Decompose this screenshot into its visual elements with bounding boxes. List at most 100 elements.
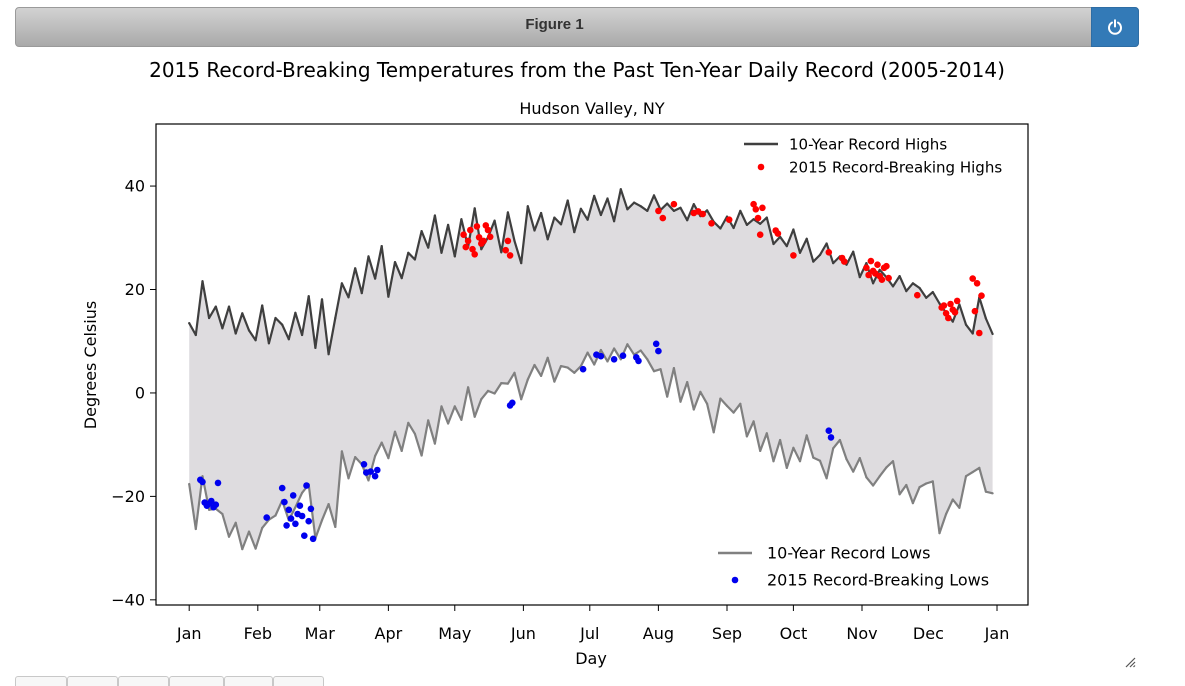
series-1-vertex: [845, 458, 848, 461]
figure-title: Figure 1: [525, 16, 584, 33]
series-1-vertex: [725, 404, 729, 407]
close-figure-button[interactable]: [1091, 7, 1139, 47]
series-1-vertex: [639, 349, 642, 352]
series-0-vertex: [752, 218, 755, 221]
series-1-vertex: [347, 477, 350, 480]
series-0-vertex: [964, 323, 968, 326]
series-0-vertex: [626, 208, 629, 211]
axes: −40 −20 0 20 40 Jan Feb Mar Apr May Jun Jul Aug Sep Oc…: [111, 123, 1029, 643]
series-0-vertex: [374, 277, 377, 280]
series-0-vertex: [393, 261, 397, 264]
series-1-vertex: [413, 432, 416, 435]
x-tick-label: Jun: [510, 624, 536, 643]
series-2-point: [940, 302, 948, 309]
toolbar-button-zoom[interactable]: [224, 676, 273, 686]
series-1-vertex: [798, 460, 802, 463]
series-0-vertex: [765, 216, 768, 219]
series-0-vertex: [301, 333, 304, 337]
series-0-vertex: [314, 346, 317, 349]
series-0-vertex: [805, 237, 808, 240]
figure-header: Figure 1: [15, 7, 1139, 47]
series-3-point: [371, 472, 379, 480]
toolbar-button-pan[interactable]: [169, 676, 224, 686]
series-2-point: [467, 226, 474, 234]
series-0-vertex: [427, 246, 430, 249]
series-2-point: [460, 231, 467, 238]
series-2-point: [756, 231, 764, 238]
series-3-point: [212, 501, 220, 509]
series-1-vertex: [832, 447, 835, 450]
series-1-vertex: [891, 460, 895, 463]
series-1-vertex: [838, 438, 842, 442]
x-tick-label: Feb: [244, 624, 272, 643]
series-0-vertex: [858, 276, 861, 279]
series-0-vertex: [586, 218, 589, 221]
series-0-vertex: [905, 290, 908, 293]
series-0-vertex: [380, 245, 383, 248]
x-tick-label: Mar: [305, 624, 336, 643]
series-0-vertex: [194, 333, 197, 337]
series-2-point: [754, 214, 762, 222]
series-0-vertex: [852, 250, 855, 253]
series-0-vertex: [898, 275, 901, 278]
series-1-vertex: [652, 370, 656, 373]
x-tick-label: Jan: [176, 624, 202, 643]
series-0-vertex: [387, 295, 390, 298]
series-0-vertex: [925, 296, 928, 299]
series-0-vertex: [214, 305, 217, 308]
series-1-vertex: [188, 482, 191, 486]
series-2-point: [506, 252, 514, 259]
y-tick-label: 40: [125, 177, 145, 196]
x-tick-label: Aug: [643, 624, 674, 643]
series-0-vertex: [506, 211, 509, 214]
series-0-vertex: [891, 285, 895, 288]
toolbar-button-back[interactable]: [67, 676, 118, 686]
chart-title: 2015 Record-Breaking Temperatures from t…: [149, 58, 1005, 82]
series-1-vertex: [573, 371, 576, 374]
toolbar-button-home[interactable]: [15, 676, 67, 686]
series-0-vertex: [719, 227, 722, 230]
series-0-vertex: [785, 245, 788, 248]
series-1-vertex: [945, 512, 948, 516]
toolbar-button-forward[interactable]: [118, 676, 169, 686]
series-0-vertex: [599, 213, 603, 217]
series-0-vertex: [493, 219, 496, 222]
series-0-vertex: [453, 255, 456, 258]
series-2-point: [945, 314, 952, 322]
series-2-point: [867, 257, 875, 265]
series-2-point: [464, 237, 472, 245]
series-2-point: [699, 210, 706, 218]
series-0-vertex: [984, 317, 988, 320]
series-1-vertex: [686, 381, 689, 384]
series-0-vertex: [340, 282, 343, 285]
series-0-vertex: [872, 282, 875, 285]
resize-grip-icon[interactable]: [1124, 656, 1136, 668]
series-3-point: [827, 434, 835, 441]
series-2-point: [486, 233, 494, 241]
series-0-vertex: [261, 304, 264, 307]
x-tick-label: Apr: [375, 624, 403, 643]
series-2-point: [790, 252, 797, 259]
series-1-vertex: [619, 358, 622, 361]
series-1-vertex: [593, 363, 596, 366]
series-0-vertex: [745, 223, 749, 226]
series-3-point: [199, 478, 206, 486]
toolbar-button-save[interactable]: [273, 676, 324, 686]
series-2-point: [502, 246, 510, 254]
series-1-vertex: [447, 422, 450, 425]
series-0-vertex: [971, 332, 974, 335]
series-1-vertex: [666, 395, 669, 398]
series-2-point: [462, 243, 470, 251]
series-1-vertex: [427, 419, 430, 422]
series-2-point: [885, 274, 892, 282]
series-0-vertex: [307, 295, 310, 298]
series-1-vertex: [327, 503, 330, 506]
series-1-vertex: [852, 470, 855, 473]
series-0-vertex: [334, 316, 337, 320]
series-1-vertex: [885, 466, 888, 469]
series-1-vertex: [958, 506, 961, 509]
series-2-point: [725, 216, 733, 223]
series-2-point: [469, 245, 476, 253]
series-1-vertex: [692, 408, 695, 411]
series-1-vertex: [393, 430, 397, 433]
